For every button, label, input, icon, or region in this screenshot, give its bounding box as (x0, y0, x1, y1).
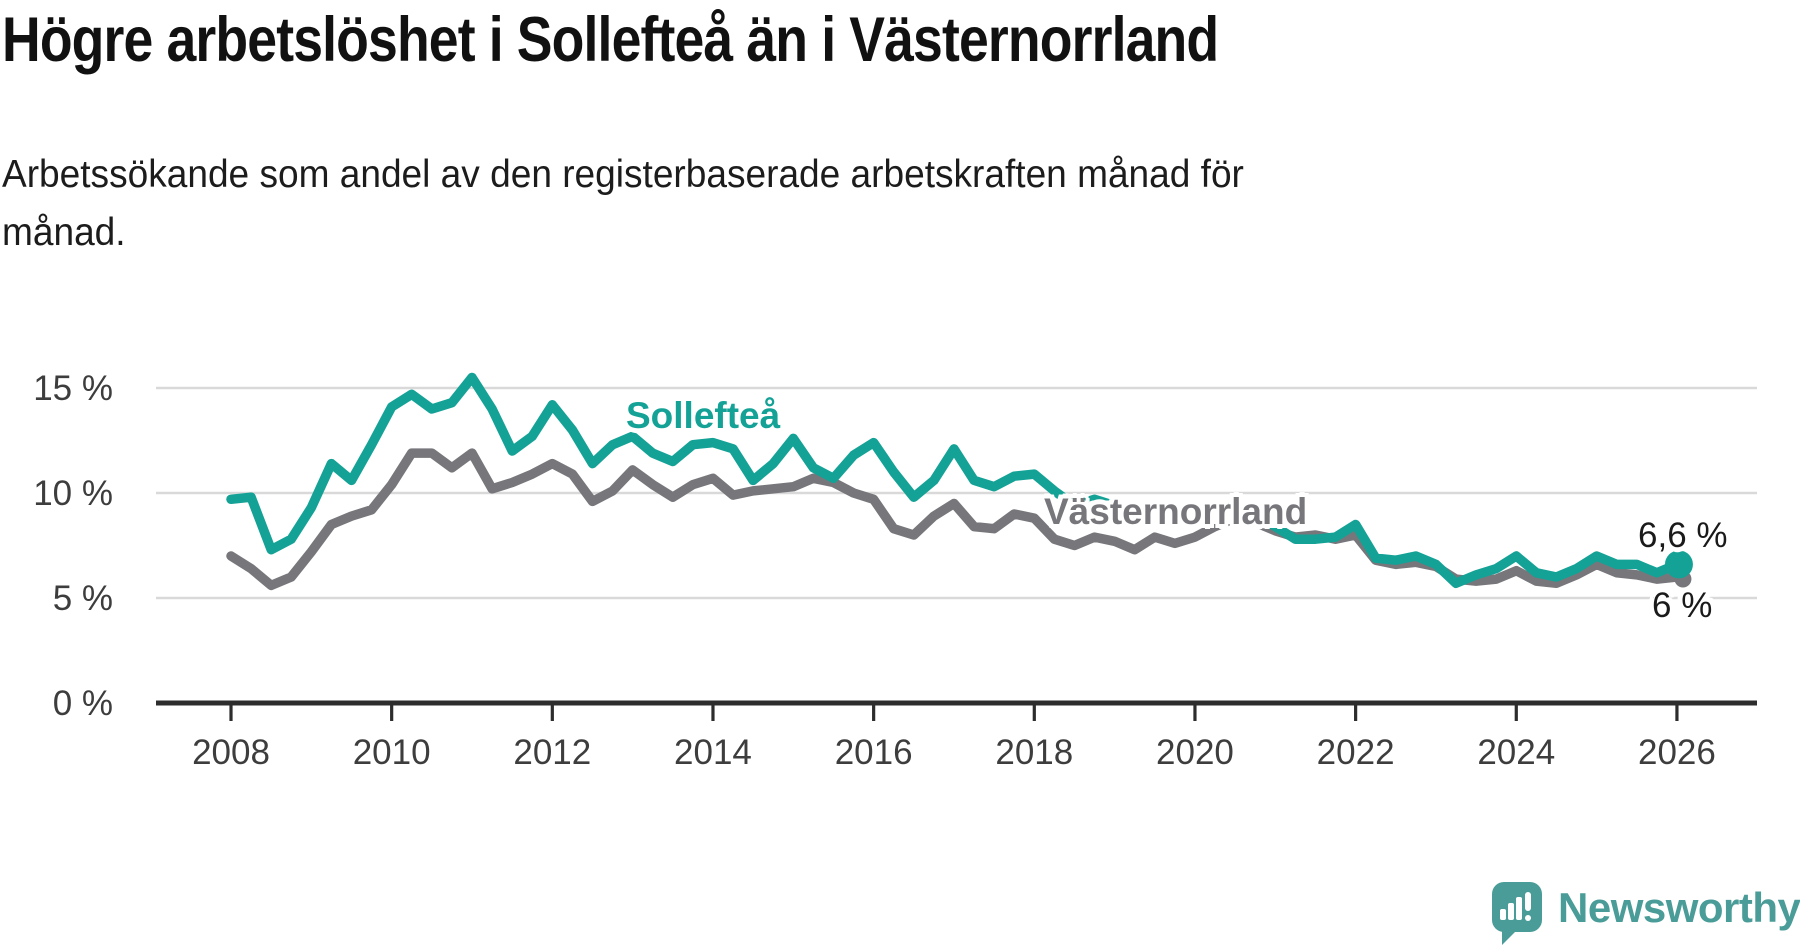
newsworthy-logo-icon (1492, 882, 1542, 945)
x-tick-label: 2016 (835, 733, 913, 772)
end-dot-solleftea (1664, 550, 1693, 579)
logo-exclamation-icon (1525, 915, 1531, 921)
x-tick-label: 2008 (192, 733, 270, 772)
series-label-vasternorrland: Västernorrland (1044, 491, 1308, 532)
logo-exclamation-icon (1525, 892, 1531, 911)
y-tick-label: 10 % (33, 474, 113, 513)
series-line-sollefteå (226, 372, 1682, 589)
logo-barchart-icon (1508, 903, 1514, 920)
x-tick-label: 2010 (353, 733, 431, 772)
newsworthy-wordmark: Newsworthy (1558, 884, 1800, 931)
y-tick-label: 15 % (33, 369, 113, 408)
x-tick-label: 2026 (1638, 733, 1716, 772)
chart-subtitle-line1: Arbetssökande som andel av den registerb… (2, 153, 1244, 196)
chart-subtitle: Arbetssökande som andel av den registerb… (2, 146, 1244, 262)
x-tick-label: 2020 (1156, 733, 1234, 772)
y-tick-label: 0 % (53, 684, 113, 723)
x-tick-label: 2022 (1317, 733, 1395, 772)
logo-speech-bubble-tail (1502, 928, 1519, 945)
x-tick-label: 2014 (674, 733, 752, 772)
logo-barchart-icon (1516, 897, 1522, 920)
newsworthy-logo: Newsworthy (1492, 882, 1800, 945)
end-value-label-vasternorrland: 6 % (1652, 586, 1713, 625)
x-tick-label: 2012 (513, 733, 591, 772)
y-tick-label: 5 % (53, 579, 113, 618)
x-tick-label: 2024 (1477, 733, 1555, 772)
x-tick-label: 2018 (995, 733, 1073, 772)
logo-barchart-icon (1500, 909, 1506, 920)
series-label-solleftea: Sollefteå (626, 395, 781, 436)
end-value-label-solleftea: 6,6 % (1638, 516, 1728, 555)
chart-title: Högre arbetslöshet i Sollefteå än i Väst… (2, 5, 1219, 75)
series-line-västernorrland (226, 448, 1682, 591)
chart-subtitle-line2: månad. (2, 211, 126, 254)
